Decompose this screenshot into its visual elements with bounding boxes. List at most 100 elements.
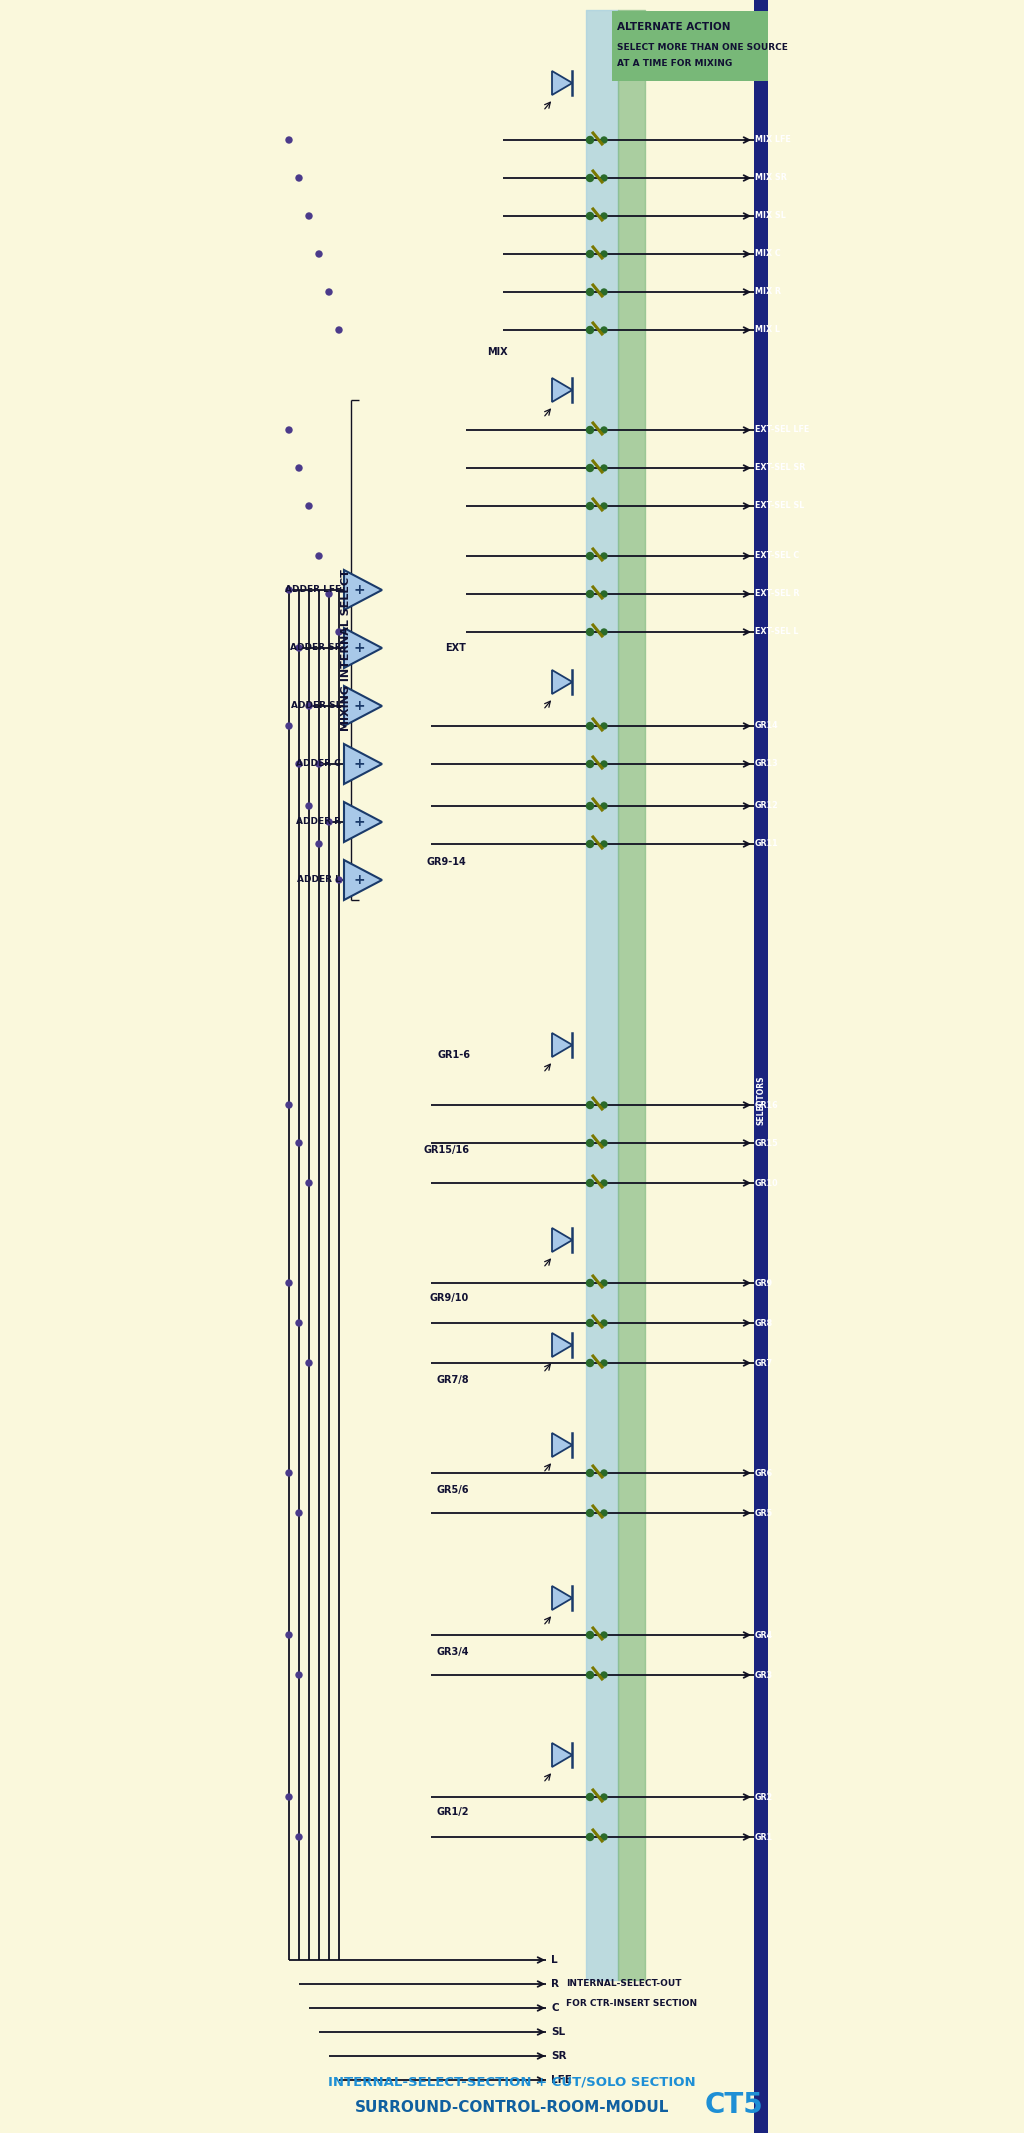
Text: GR1-6: GR1-6 — [438, 1049, 471, 1060]
Circle shape — [306, 1361, 312, 1365]
Text: SR: SR — [551, 2052, 566, 2060]
Circle shape — [316, 552, 322, 559]
Text: +: + — [353, 815, 365, 830]
Text: ADDER C: ADDER C — [296, 759, 341, 768]
Circle shape — [336, 326, 342, 333]
Circle shape — [587, 503, 594, 510]
Circle shape — [587, 137, 594, 143]
Circle shape — [587, 427, 594, 433]
Polygon shape — [344, 687, 382, 725]
Text: GR12: GR12 — [755, 802, 778, 811]
Circle shape — [601, 761, 607, 768]
Circle shape — [587, 761, 594, 768]
Circle shape — [601, 1632, 607, 1638]
Text: MIX R: MIX R — [755, 288, 781, 296]
Text: SL: SL — [551, 2026, 565, 2037]
Circle shape — [296, 1510, 302, 1517]
Text: ALTERNATE ACTION: ALTERNATE ACTION — [617, 21, 730, 32]
Circle shape — [587, 326, 594, 333]
Text: GR2: GR2 — [755, 1792, 773, 1802]
Circle shape — [587, 723, 594, 729]
Circle shape — [587, 288, 594, 296]
Circle shape — [601, 137, 607, 143]
Polygon shape — [552, 1433, 572, 1457]
Circle shape — [587, 1139, 594, 1148]
Circle shape — [587, 1510, 594, 1517]
Circle shape — [587, 1794, 594, 1800]
Text: ADDER LFE: ADDER LFE — [285, 584, 341, 595]
Circle shape — [286, 1794, 292, 1800]
Text: CT5: CT5 — [705, 2090, 763, 2118]
Text: EXT-SEL C: EXT-SEL C — [755, 552, 800, 561]
Circle shape — [587, 840, 594, 847]
Polygon shape — [552, 670, 572, 693]
Text: R: R — [551, 1979, 559, 1988]
Text: SELECT MORE THAN ONE SOURCE: SELECT MORE THAN ONE SOURCE — [617, 43, 787, 51]
Circle shape — [601, 1280, 607, 1286]
Circle shape — [601, 1672, 607, 1679]
Circle shape — [286, 723, 292, 729]
Polygon shape — [552, 1229, 572, 1252]
Text: GR7: GR7 — [755, 1359, 773, 1367]
Text: GR4: GR4 — [755, 1630, 773, 1640]
Circle shape — [296, 1139, 302, 1145]
Circle shape — [336, 877, 342, 883]
Circle shape — [286, 1280, 292, 1286]
Circle shape — [587, 591, 594, 597]
Text: GR5/6: GR5/6 — [436, 1485, 469, 1495]
Circle shape — [601, 465, 607, 471]
Circle shape — [601, 213, 607, 220]
Text: MIX L: MIX L — [755, 326, 780, 335]
Circle shape — [601, 629, 607, 636]
Circle shape — [587, 1280, 594, 1286]
Text: C: C — [551, 2003, 559, 2014]
FancyBboxPatch shape — [612, 11, 769, 81]
Circle shape — [601, 1320, 607, 1327]
Polygon shape — [344, 570, 382, 610]
Circle shape — [296, 1320, 302, 1327]
Text: GR6: GR6 — [755, 1468, 773, 1478]
Circle shape — [306, 213, 312, 220]
Text: EXT-SEL R: EXT-SEL R — [755, 589, 800, 599]
Text: FOR CTR-INSERT SECTION: FOR CTR-INSERT SECTION — [566, 1999, 697, 2009]
Text: INTERNAL-SELECT-SECTION + CUT/SOLO SECTION: INTERNAL-SELECT-SECTION + CUT/SOLO SECTI… — [328, 2075, 696, 2088]
Circle shape — [601, 503, 607, 510]
Circle shape — [326, 819, 332, 825]
Circle shape — [306, 802, 312, 808]
Circle shape — [601, 802, 607, 808]
Polygon shape — [552, 1587, 572, 1610]
Text: GR5: GR5 — [755, 1508, 773, 1517]
Text: GR10: GR10 — [755, 1180, 778, 1188]
Circle shape — [601, 1180, 607, 1186]
Polygon shape — [552, 1743, 572, 1766]
Text: MIX SL: MIX SL — [755, 211, 785, 220]
Text: GR9/10: GR9/10 — [430, 1293, 469, 1303]
Circle shape — [587, 552, 594, 559]
Text: ADDER SR: ADDER SR — [290, 644, 341, 653]
Circle shape — [336, 629, 342, 636]
Polygon shape — [552, 70, 572, 96]
Text: L: L — [551, 1956, 558, 1964]
Circle shape — [587, 1834, 594, 1841]
Circle shape — [316, 761, 322, 768]
Circle shape — [326, 591, 332, 597]
Circle shape — [601, 1834, 607, 1841]
Circle shape — [601, 1510, 607, 1517]
Circle shape — [601, 288, 607, 294]
Text: MIX LFE: MIX LFE — [755, 137, 791, 145]
Circle shape — [587, 1359, 594, 1367]
Circle shape — [601, 427, 607, 433]
Circle shape — [601, 252, 607, 256]
Circle shape — [286, 1103, 292, 1107]
Text: GR11: GR11 — [755, 840, 778, 849]
Text: ADDER R: ADDER R — [296, 817, 341, 825]
Polygon shape — [552, 1333, 572, 1357]
Text: MIXING INTERNAL SELECT: MIXING INTERNAL SELECT — [341, 570, 351, 732]
Polygon shape — [552, 1032, 572, 1058]
Circle shape — [286, 137, 292, 143]
Polygon shape — [344, 860, 382, 900]
Text: EXT-SEL SL: EXT-SEL SL — [755, 501, 805, 510]
Circle shape — [587, 213, 594, 220]
Circle shape — [286, 1632, 292, 1638]
Text: ADDER L: ADDER L — [297, 875, 341, 885]
